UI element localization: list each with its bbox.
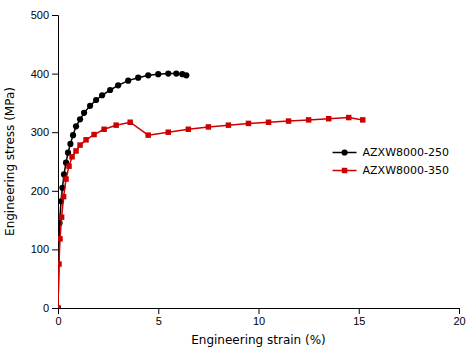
point [77,116,83,122]
point [101,127,106,132]
point [87,103,93,109]
tick-label: 15 [353,315,365,327]
series-line [58,74,186,308]
point [166,129,171,134]
point [61,194,66,199]
point [286,118,291,123]
point [145,72,151,78]
point [58,261,62,266]
plot: 051015200100200300400500AZXW8000-250AZXW… [31,9,466,327]
tick: 200 [31,185,58,197]
tick-mark [52,191,58,192]
point [67,141,73,147]
x-axis: 0 5 10 15 20 [55,308,465,327]
legend-label: AZXW8000-250 [363,146,449,159]
tick: 100 [31,243,58,255]
tick: 400 [31,68,58,80]
tick-mark [52,15,58,16]
legend-symbol [342,168,347,173]
tick: 0 [43,302,58,314]
legend-symbol [341,149,347,155]
y-axis-title: Engineering stress (MPa) [3,87,17,236]
point [83,137,88,142]
tick: 5 [156,308,162,327]
point [66,163,71,168]
tick-mark [158,308,159,314]
point [206,124,211,129]
point [58,305,61,308]
point [91,132,96,137]
tick-label: 0 [43,302,49,314]
point [346,115,351,120]
point [127,119,132,124]
point [81,110,87,116]
tick-label: 20 [453,315,465,327]
legend-item: AZXW8000-250 [333,146,449,159]
point [135,75,141,81]
point [73,148,78,153]
point [306,117,311,122]
tick-label: 0 [55,315,61,327]
y-axis: 0 100 200 300 400 500 [31,9,59,314]
tick-mark [52,132,58,133]
point [360,117,365,122]
tick-label: 100 [31,243,49,255]
axis-line [52,16,59,309]
point [226,122,231,127]
point [58,236,63,241]
point [63,176,68,181]
tick-mark [52,74,58,75]
tick-label: 5 [156,315,162,327]
point [93,97,99,103]
x-axis-title: Engineering strain (%) [191,333,326,347]
tick-label: 200 [31,185,49,197]
tick: 300 [31,126,58,138]
tick-mark [359,308,360,314]
point [58,305,61,308]
tick-mark [259,308,260,314]
point [183,72,189,78]
tick-mark [459,308,460,314]
tick: 0 [55,308,61,327]
tick-label: 500 [31,9,49,21]
point [69,154,74,159]
series-line [58,118,363,308]
legend: AZXW8000-250 AZXW8000-350 [333,146,449,177]
chart: 051015200100200300400500AZXW8000-250AZXW… [0,0,474,352]
legend-label: AZXW8000-350 [363,164,449,177]
point [266,119,271,124]
point [73,123,79,129]
point [186,127,191,132]
point [113,122,118,127]
point [145,132,150,137]
marks [58,71,365,308]
point [246,121,251,126]
tick-label: 400 [31,68,49,80]
point [107,87,113,93]
point [173,71,179,77]
point [155,71,161,77]
tick-label: 300 [31,126,49,138]
legend-item: AZXW8000-350 [333,164,449,177]
tick: 10 [253,308,265,327]
point [59,214,64,219]
axis-line [59,309,460,315]
tick: 500 [31,9,58,21]
tick: 15 [353,308,365,327]
tick-label: 10 [253,315,265,327]
point [99,92,105,98]
tick: 20 [453,308,465,327]
point [326,116,331,121]
point [115,82,121,88]
tick-mark [52,308,58,309]
point [125,78,131,84]
point [165,71,171,77]
tick-mark [52,249,58,250]
point [77,142,82,147]
point [70,132,76,138]
